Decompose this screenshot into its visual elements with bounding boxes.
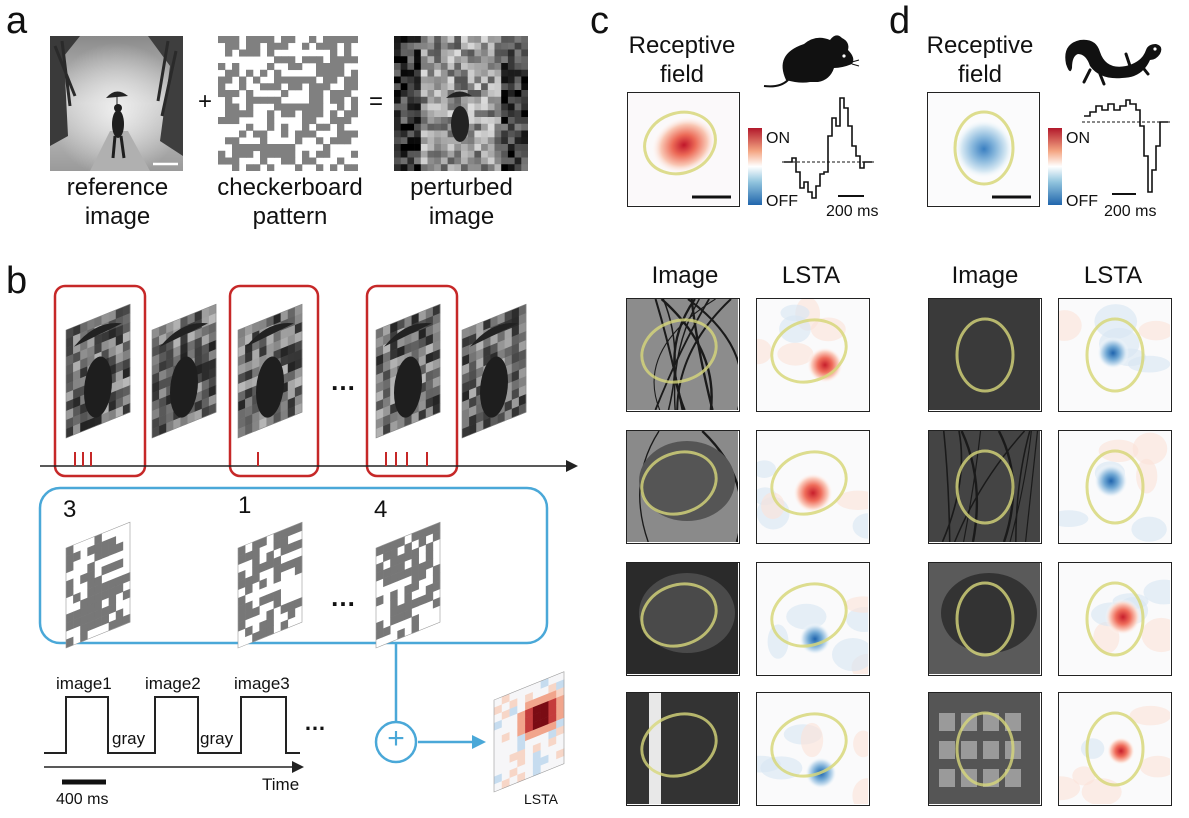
panel-d-colorbar (1048, 128, 1062, 205)
perturbed-frame (65, 303, 131, 439)
panel-d-rf-title: Receptive field (926, 32, 1034, 88)
timeline-image1-label: image1 (56, 674, 112, 693)
lsta-result-label: LSTA (524, 791, 558, 807)
highlight-frame-1 (53, 284, 147, 478)
panel-b-diagram (38, 284, 578, 793)
panel-c-lsta-map-1 (756, 298, 870, 412)
panel-d-label: d (889, 0, 911, 42)
panel-c-colorbar-off: OFF (766, 193, 798, 210)
panel-d-colorbar-off: OFF (1066, 193, 1098, 210)
panel-d-natural-image-2 (928, 430, 1042, 544)
caption-reference-image: reference image (66, 174, 169, 230)
panel-c-natural-image-3 (626, 562, 740, 676)
panel-c-natural-image-1 (626, 298, 740, 412)
timeline-image2-label: image2 (145, 674, 201, 693)
panel-d-col-image: Image (951, 262, 1019, 289)
stimulus-timeline (44, 696, 300, 754)
sum-circle (374, 720, 418, 764)
panel-a-label: a (6, 0, 28, 42)
checkerboard-collection-frame (38, 486, 549, 645)
frames-ellipsis: … (330, 366, 356, 396)
panel-c-label: c (590, 0, 609, 42)
equals-sign: = (368, 88, 383, 115)
panel-c-natural-image-4 (626, 692, 740, 806)
perturbed-frame (461, 303, 527, 439)
time-axis-label: Time (262, 775, 300, 794)
panel-c-col-lsta: LSTA (781, 262, 841, 289)
sum-arrow-head (472, 735, 486, 749)
timeline-gray1-label: gray (112, 729, 146, 748)
salamander-icon (1060, 30, 1165, 86)
panel-d-natural-image-4 (928, 692, 1042, 806)
caption-checkerboard-pattern: checkerboard pattern (217, 174, 363, 230)
panel-c-lsta-map-4 (756, 692, 870, 806)
panel-c-rf-title: Receptive field (628, 32, 736, 88)
panel-c-temporal-kernel (782, 97, 874, 199)
scale-label-400ms: 400 ms (56, 791, 109, 808)
panel-d-temporal-kernel (1082, 99, 1170, 195)
panel-d-natural-image-3 (928, 562, 1042, 676)
caption-perturbed-image: perturbed image (410, 174, 513, 230)
panel-d-lsta-map-4 (1058, 692, 1172, 806)
panel-d-lsta-map-1 (1058, 298, 1172, 412)
panel-d-natural-image-1 (928, 298, 1042, 412)
panel-c-colorbar-on: ON (766, 130, 790, 147)
panel-d-lsta-map-2 (1058, 430, 1172, 544)
panel-c-natural-image-2 (626, 430, 740, 544)
spike-count-1: 3 (63, 496, 77, 523)
time-axis-arrow (566, 460, 578, 472)
timeline-ellipsis: … (304, 710, 326, 735)
perturbed-frame (375, 303, 441, 439)
panel-d-receptive-field-map (927, 92, 1040, 207)
lsta-result-map (493, 671, 565, 793)
checkerboard-frame (237, 521, 303, 649)
plus-sign: + (197, 88, 212, 115)
perturbed-frame (237, 303, 303, 439)
panel-d-col-lsta: LSTA (1083, 262, 1143, 289)
reference-image (50, 36, 183, 171)
checkerboard-frame (375, 521, 441, 649)
highlight-frame-3 (365, 284, 459, 478)
sum-symbol: + (387, 722, 405, 755)
panel-c-col-image: Image (651, 262, 719, 289)
panel-c-receptive-field-map (627, 92, 740, 207)
timeline-gray2-label: gray (200, 729, 234, 748)
perturbed-frame (151, 303, 217, 439)
panel-c-colorbar (748, 128, 762, 205)
panel-b-label: b (6, 260, 28, 302)
panel-c-lsta-map-3 (756, 562, 870, 676)
panel-c-time-scale: 200 ms (826, 203, 879, 220)
timeline-image3-label: image3 (234, 674, 290, 693)
checkerboards-ellipsis: … (330, 582, 356, 612)
timeline-axis-arrow (292, 761, 304, 773)
panel-d-lsta-map-3 (1058, 562, 1172, 676)
spike-count-3: 4 (374, 496, 388, 523)
checkerboard-pattern (218, 36, 358, 171)
panel-d-time-scale: 200 ms (1104, 203, 1157, 220)
panel-d-colorbar-on: ON (1066, 130, 1090, 147)
perturbed-image (394, 36, 528, 171)
highlight-frame-2 (228, 284, 320, 478)
spike-count-2: 1 (238, 492, 252, 519)
checkerboard-frame (65, 521, 131, 649)
mouse-icon (760, 28, 860, 90)
panel-c-lsta-map-2 (756, 430, 870, 544)
